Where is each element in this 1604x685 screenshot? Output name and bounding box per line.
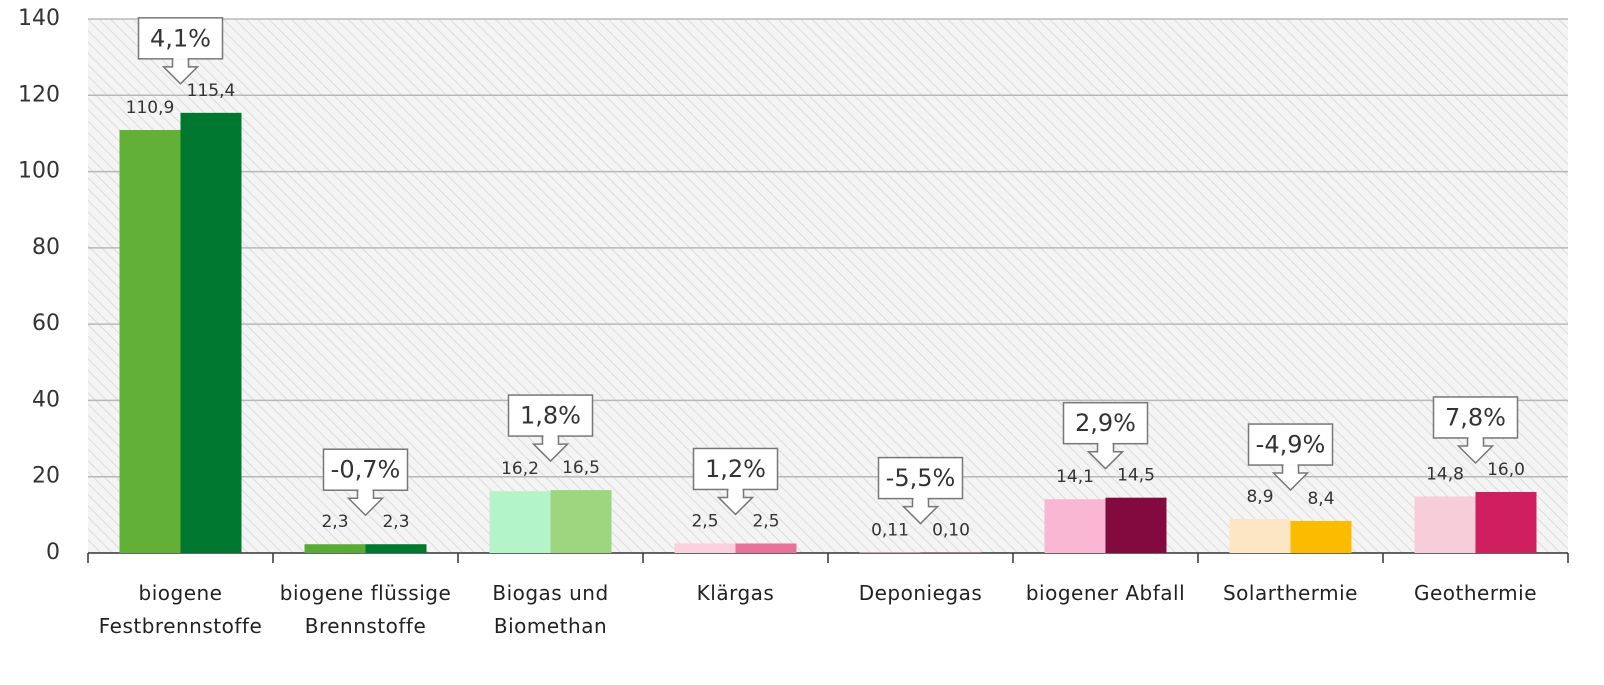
value-label: 16,5 <box>562 458 600 478</box>
callout-box <box>692 447 779 491</box>
callout-label: -0,7% <box>331 456 401 484</box>
bar <box>365 544 427 553</box>
value-label: 2,3 <box>321 512 348 532</box>
x-tick-label: biogener Abfall <box>1025 581 1186 605</box>
callout-box <box>877 456 964 500</box>
bar <box>674 543 736 553</box>
callout-label: -4,9% <box>1256 431 1326 459</box>
callout-arrow <box>346 489 385 517</box>
y-tick-label: 120 <box>18 82 60 107</box>
callout-box <box>1247 423 1334 466</box>
value-label: 2,3 <box>382 512 409 532</box>
value-label: 16,0 <box>1487 460 1525 480</box>
value-label: 16,2 <box>501 459 539 479</box>
callout-box <box>1432 396 1519 439</box>
bar <box>304 544 366 553</box>
x-tick-label: Klärgas <box>696 581 775 605</box>
y-tick-label: 0 <box>46 540 60 565</box>
x-tick-label: biogene flüssige Brennstoffe <box>279 581 452 638</box>
bar <box>119 129 181 553</box>
bar <box>1290 520 1352 553</box>
y-tick-label: 40 <box>32 387 60 412</box>
value-label: 0,10 <box>932 521 970 541</box>
value-label: 14,8 <box>1426 465 1464 485</box>
y-tick-label: 60 <box>32 311 60 336</box>
callout-label: -5,5% <box>886 464 956 492</box>
bar <box>735 543 797 553</box>
callout-label: 1,2% <box>705 455 766 483</box>
callout-arrow <box>161 58 200 85</box>
bar <box>489 491 551 553</box>
bar <box>1414 496 1476 553</box>
value-label: 115,4 <box>187 81 236 101</box>
value-label: 110,9 <box>126 98 175 118</box>
bar <box>1044 499 1106 553</box>
x-tick-label: Biogas und Biomethan <box>492 581 609 638</box>
y-tick-label: 80 <box>32 235 60 260</box>
y-tick-label: 20 <box>32 464 60 489</box>
x-tick-label: Geothermie <box>1413 581 1538 605</box>
value-label: 14,5 <box>1117 466 1155 486</box>
bar <box>180 112 242 554</box>
callout-arrow <box>1086 442 1125 470</box>
x-tick-label: Solarthermie <box>1222 581 1358 605</box>
callout-box <box>1062 401 1149 445</box>
callout-box <box>507 394 594 437</box>
callout-label: 7,8% <box>1445 403 1506 431</box>
bar <box>550 490 612 553</box>
y-tick-label: 140 <box>18 6 60 31</box>
bar <box>1105 497 1167 553</box>
y-tick-label: 100 <box>18 159 60 184</box>
value-label: 0,11 <box>871 521 909 541</box>
callout-arrow <box>1271 464 1310 492</box>
callout-arrow <box>901 497 940 525</box>
bar <box>1229 519 1291 553</box>
value-label: 2,5 <box>752 511 779 531</box>
callout-arrow <box>1456 437 1495 465</box>
callout-arrow <box>716 488 755 516</box>
value-label: 8,4 <box>1307 489 1334 509</box>
callout-label: 4,1% <box>150 24 211 52</box>
bar <box>1475 491 1537 553</box>
callout-label: 2,9% <box>1075 409 1136 437</box>
x-tick-label: Deponiegas <box>858 581 983 605</box>
callout-label: 1,8% <box>520 402 581 430</box>
x-tick-label: biogene Festbrennstoffe <box>98 581 263 638</box>
value-label: 8,9 <box>1246 487 1273 507</box>
value-label: 2,5 <box>691 511 718 531</box>
value-label: 14,1 <box>1056 467 1094 487</box>
plot-background <box>88 19 1568 553</box>
callout-arrow <box>531 435 570 463</box>
